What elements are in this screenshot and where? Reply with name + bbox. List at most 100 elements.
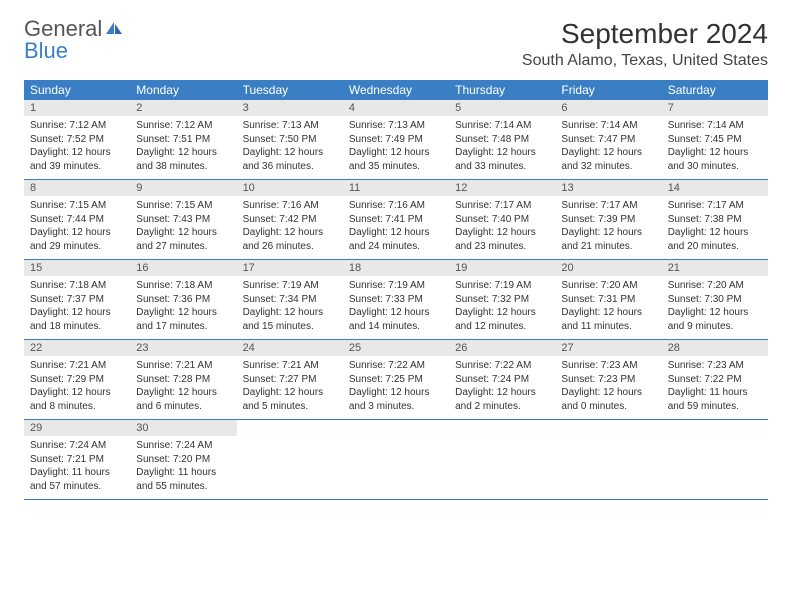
location: South Alamo, Texas, United States [522,52,768,70]
day-content-row: Sunrise: 7:12 AMSunset: 7:52 PMDaylight:… [24,116,768,180]
sunset-line: Sunset: 7:29 PM [30,373,124,387]
daylight-line: Daylight: 12 hours and 33 minutes. [455,146,549,173]
daylight-line: Daylight: 12 hours and 20 minutes. [668,226,762,253]
day-content-row: Sunrise: 7:21 AMSunset: 7:29 PMDaylight:… [24,356,768,420]
day-number-cell: 19 [449,260,555,277]
daylight-line: Daylight: 12 hours and 32 minutes. [561,146,655,173]
sunset-line: Sunset: 7:42 PM [243,213,337,227]
daylight-line: Daylight: 12 hours and 2 minutes. [455,386,549,413]
day-content: Sunrise: 7:23 AMSunset: 7:23 PMDaylight:… [555,356,661,419]
sunset-line: Sunset: 7:25 PM [349,373,443,387]
day-content: Sunrise: 7:24 AMSunset: 7:21 PMDaylight:… [24,436,130,499]
weekday-header: Friday [555,80,661,100]
day-number-cell: 13 [555,180,661,197]
day-number-cell: 11 [343,180,449,197]
day-content-row: Sunrise: 7:24 AMSunset: 7:21 PMDaylight:… [24,436,768,500]
sunrise-line: Sunrise: 7:17 AM [455,199,549,213]
sunrise-line: Sunrise: 7:19 AM [455,279,549,293]
sunrise-line: Sunrise: 7:12 AM [30,119,124,133]
day-number: 2 [130,100,236,116]
sunset-line: Sunset: 7:44 PM [30,213,124,227]
day-content: Sunrise: 7:14 AMSunset: 7:48 PMDaylight:… [449,116,555,179]
day-content-cell [662,436,768,500]
day-number-cell: 20 [555,260,661,277]
day-number-cell: 18 [343,260,449,277]
day-number-cell: 24 [237,340,343,357]
day-content: Sunrise: 7:20 AMSunset: 7:30 PMDaylight:… [662,276,768,339]
sunrise-line: Sunrise: 7:12 AM [136,119,230,133]
sunset-line: Sunset: 7:39 PM [561,213,655,227]
day-number-cell: 17 [237,260,343,277]
daylight-line: Daylight: 12 hours and 35 minutes. [349,146,443,173]
day-number-row: 15161718192021 [24,260,768,277]
day-number: 29 [24,420,130,436]
sunset-line: Sunset: 7:34 PM [243,293,337,307]
sunset-line: Sunset: 7:28 PM [136,373,230,387]
day-content-cell: Sunrise: 7:20 AMSunset: 7:30 PMDaylight:… [662,276,768,340]
sunrise-line: Sunrise: 7:17 AM [561,199,655,213]
day-number-cell: 9 [130,180,236,197]
weekday-header: Thursday [449,80,555,100]
day-number: 20 [555,260,661,276]
sunset-line: Sunset: 7:40 PM [455,213,549,227]
day-content-cell: Sunrise: 7:20 AMSunset: 7:31 PMDaylight:… [555,276,661,340]
daylight-line: Daylight: 12 hours and 38 minutes. [136,146,230,173]
day-content-cell: Sunrise: 7:12 AMSunset: 7:52 PMDaylight:… [24,116,130,180]
day-number: 10 [237,180,343,196]
day-number-cell [237,420,343,437]
sunrise-line: Sunrise: 7:21 AM [30,359,124,373]
sunset-line: Sunset: 7:20 PM [136,453,230,467]
sunrise-line: Sunrise: 7:14 AM [455,119,549,133]
daylight-line: Daylight: 11 hours and 55 minutes. [136,466,230,493]
daylight-line: Daylight: 12 hours and 17 minutes. [136,306,230,333]
day-number-cell: 27 [555,340,661,357]
day-number: 8 [24,180,130,196]
day-number: 6 [555,100,661,116]
day-content-cell [343,436,449,500]
day-content-cell: Sunrise: 7:22 AMSunset: 7:25 PMDaylight:… [343,356,449,420]
sunrise-line: Sunrise: 7:15 AM [136,199,230,213]
day-number: 11 [343,180,449,196]
sunset-line: Sunset: 7:52 PM [30,133,124,147]
sunset-line: Sunset: 7:50 PM [243,133,337,147]
day-content: Sunrise: 7:12 AMSunset: 7:51 PMDaylight:… [130,116,236,179]
sunrise-line: Sunrise: 7:18 AM [136,279,230,293]
day-content-cell: Sunrise: 7:22 AMSunset: 7:24 PMDaylight:… [449,356,555,420]
sunrise-line: Sunrise: 7:23 AM [668,359,762,373]
sunrise-line: Sunrise: 7:19 AM [243,279,337,293]
day-content: Sunrise: 7:20 AMSunset: 7:31 PMDaylight:… [555,276,661,339]
day-content-cell: Sunrise: 7:19 AMSunset: 7:34 PMDaylight:… [237,276,343,340]
daylight-line: Daylight: 12 hours and 18 minutes. [30,306,124,333]
day-content: Sunrise: 7:22 AMSunset: 7:25 PMDaylight:… [343,356,449,419]
day-number-cell: 29 [24,420,130,437]
day-number-row: 891011121314 [24,180,768,197]
sunrise-line: Sunrise: 7:16 AM [349,199,443,213]
daylight-line: Daylight: 12 hours and 5 minutes. [243,386,337,413]
day-content: Sunrise: 7:15 AMSunset: 7:44 PMDaylight:… [24,196,130,259]
day-number-cell: 30 [130,420,236,437]
day-content-cell: Sunrise: 7:17 AMSunset: 7:38 PMDaylight:… [662,196,768,260]
day-content-cell: Sunrise: 7:21 AMSunset: 7:28 PMDaylight:… [130,356,236,420]
sunset-line: Sunset: 7:43 PM [136,213,230,227]
day-number: 26 [449,340,555,356]
sunset-line: Sunset: 7:36 PM [136,293,230,307]
logo-word2: Blue [24,40,124,62]
day-content: Sunrise: 7:16 AMSunset: 7:42 PMDaylight:… [237,196,343,259]
weekday-header: Sunday [24,80,130,100]
day-number-cell: 7 [662,100,768,116]
day-content-cell: Sunrise: 7:13 AMSunset: 7:50 PMDaylight:… [237,116,343,180]
day-content: Sunrise: 7:17 AMSunset: 7:40 PMDaylight:… [449,196,555,259]
day-content-cell: Sunrise: 7:23 AMSunset: 7:23 PMDaylight:… [555,356,661,420]
day-content-cell: Sunrise: 7:21 AMSunset: 7:27 PMDaylight:… [237,356,343,420]
daylight-line: Daylight: 12 hours and 12 minutes. [455,306,549,333]
sunrise-line: Sunrise: 7:22 AM [455,359,549,373]
sunset-line: Sunset: 7:47 PM [561,133,655,147]
daylight-line: Daylight: 12 hours and 26 minutes. [243,226,337,253]
daylight-line: Daylight: 12 hours and 9 minutes. [668,306,762,333]
day-content-cell: Sunrise: 7:16 AMSunset: 7:42 PMDaylight:… [237,196,343,260]
day-number-row: 22232425262728 [24,340,768,357]
sunset-line: Sunset: 7:37 PM [30,293,124,307]
sunrise-line: Sunrise: 7:14 AM [561,119,655,133]
sunrise-line: Sunrise: 7:21 AM [243,359,337,373]
sunset-line: Sunset: 7:38 PM [668,213,762,227]
